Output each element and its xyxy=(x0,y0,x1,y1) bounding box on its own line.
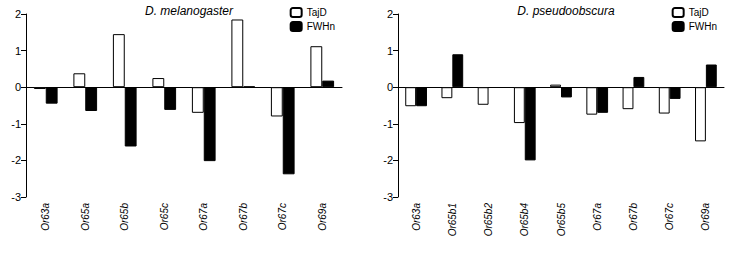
svg-text:TajD: TajD xyxy=(689,7,709,18)
svg-text:Or67a: Or67a xyxy=(198,203,209,231)
svg-text:1: 1 xyxy=(15,45,21,57)
svg-text:Or65b: Or65b xyxy=(119,203,130,231)
svg-text:0: 0 xyxy=(15,81,21,93)
svg-text:Or67a: Or67a xyxy=(592,203,603,231)
svg-text:2: 2 xyxy=(387,8,393,20)
svg-text:2: 2 xyxy=(15,8,21,20)
svg-text:-1: -1 xyxy=(383,118,393,130)
svg-text:FWHn: FWHn xyxy=(689,21,717,32)
svg-text:1: 1 xyxy=(387,45,393,57)
svg-text:Or67b: Or67b xyxy=(238,203,249,231)
svg-text:Or65c: Or65c xyxy=(159,203,170,230)
svg-text:Or67b: Or67b xyxy=(628,203,639,231)
svg-text:Or69a: Or69a xyxy=(700,203,711,231)
svg-text:Or63a: Or63a xyxy=(411,203,422,231)
svg-text:Or67c: Or67c xyxy=(664,203,675,230)
svg-text:Or65b5: Or65b5 xyxy=(556,203,567,237)
svg-text:Or69a: Or69a xyxy=(317,203,328,231)
svg-text:-2: -2 xyxy=(11,154,21,166)
svg-text:Or65b4: Or65b4 xyxy=(519,203,530,237)
svg-text:Or65a: Or65a xyxy=(80,203,91,231)
svg-text:-3: -3 xyxy=(383,191,393,203)
svg-text:D. pseudoobscura: D. pseudoobscura xyxy=(517,4,615,18)
svg-text:Or67c: Or67c xyxy=(277,203,288,230)
svg-text:Or63a: Or63a xyxy=(40,203,51,231)
svg-text:FWHn: FWHn xyxy=(307,21,335,32)
svg-text:-3: -3 xyxy=(11,191,21,203)
svg-text:-1: -1 xyxy=(11,118,21,130)
svg-text:Or65b1: Or65b1 xyxy=(447,203,458,236)
svg-text:D. melanogaster: D. melanogaster xyxy=(145,4,234,18)
svg-text:-2: -2 xyxy=(383,154,393,166)
svg-text:0: 0 xyxy=(387,81,393,93)
svg-text:Or65b2: Or65b2 xyxy=(483,203,494,237)
svg-text:TajD: TajD xyxy=(307,7,327,18)
